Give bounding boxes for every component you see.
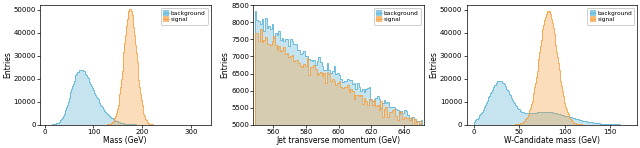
Legend: background, signal: background, signal (374, 8, 421, 25)
Y-axis label: Entries: Entries (429, 52, 438, 78)
Y-axis label: Entries: Entries (3, 52, 12, 78)
Legend: background, signal: background, signal (588, 8, 634, 25)
Y-axis label: Entries: Entries (221, 52, 230, 78)
Legend: background, signal: background, signal (161, 8, 207, 25)
X-axis label: W-Candidate mass (GeV): W-Candidate mass (GeV) (504, 136, 600, 145)
X-axis label: Mass (GeV): Mass (GeV) (104, 136, 147, 145)
X-axis label: Jet transverse momentum (GeV): Jet transverse momentum (GeV) (276, 136, 401, 145)
